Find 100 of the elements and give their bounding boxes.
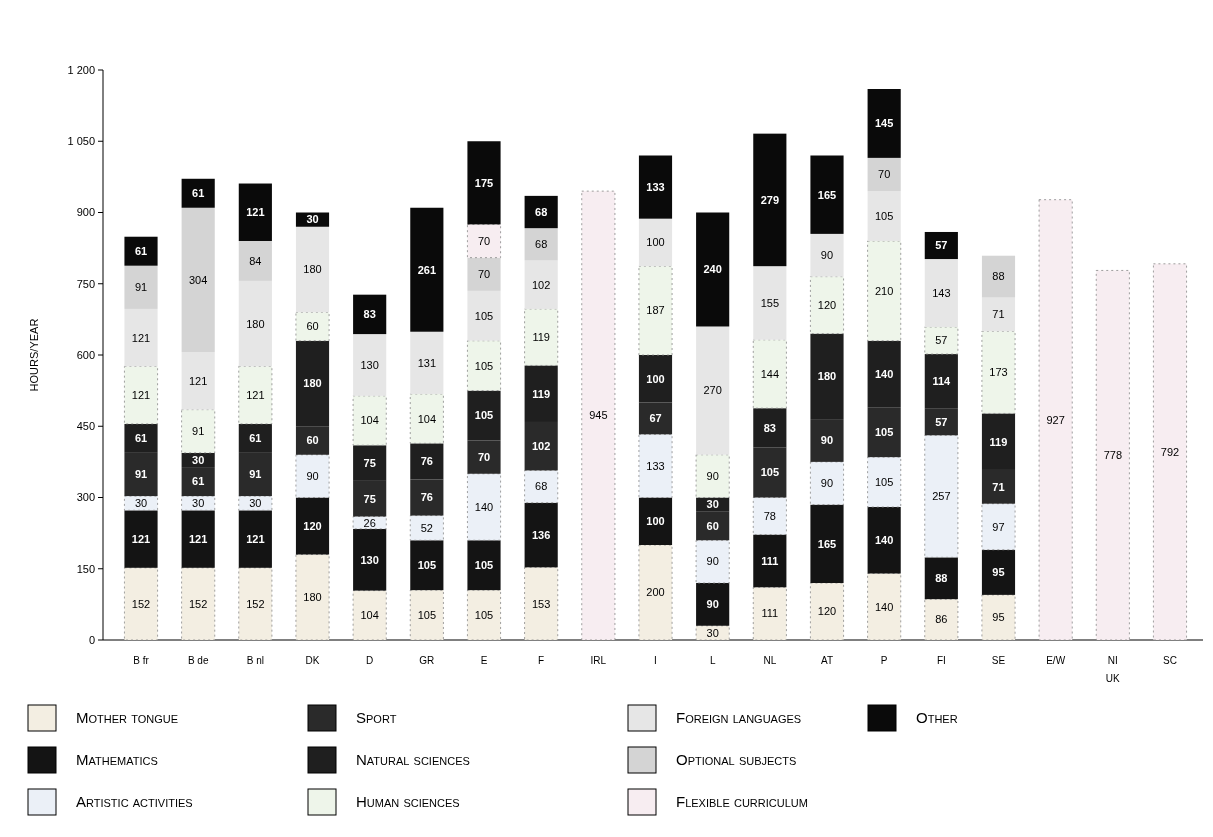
data-label: 111 (761, 607, 779, 620)
data-label: 105 (474, 309, 494, 322)
data-label: 91 (249, 468, 262, 481)
bar (696, 583, 730, 626)
data-label: 105 (874, 426, 894, 439)
data-label: 90 (706, 598, 719, 611)
bar (181, 567, 216, 641)
data-label: 121 (246, 206, 265, 219)
data-label: 88 (935, 572, 948, 585)
x-tick-label: E/W (1046, 655, 1066, 666)
y-tick-label: 600 (76, 348, 95, 361)
x-tick-label: SE (991, 655, 1006, 666)
data-label: 105 (874, 209, 894, 222)
bar (810, 504, 844, 583)
bar (295, 311, 330, 342)
x-tick-label: DK (305, 655, 320, 666)
data-label: 143 (932, 286, 951, 299)
bar (638, 265, 673, 356)
bar (924, 259, 958, 327)
data-label: 75 (363, 456, 376, 469)
x-tick-label: B fr (133, 655, 150, 666)
data-label: 792 (1160, 445, 1180, 458)
y-tick-label: 1 200 (67, 63, 95, 76)
bar (467, 589, 501, 641)
data-label: 121 (131, 532, 151, 545)
data-label: 927 (1046, 413, 1065, 426)
data-label: 95 (992, 611, 1005, 624)
data-label: 165 (817, 537, 837, 550)
bar (696, 326, 730, 455)
data-label: 90 (820, 434, 834, 447)
data-label: 61 (134, 432, 148, 445)
bar (124, 510, 158, 568)
bar (1153, 263, 1187, 641)
bar (238, 183, 272, 241)
bar (638, 433, 673, 498)
data-label: 304 (189, 273, 208, 286)
data-label: 70 (477, 234, 491, 247)
bar (353, 528, 387, 591)
bar (352, 395, 387, 446)
bar (353, 294, 387, 335)
bar (867, 240, 902, 342)
y-tick-label: 1 050 (67, 135, 95, 148)
data-label: 70 (878, 168, 891, 181)
bar (1038, 199, 1073, 641)
data-label: 75 (363, 492, 376, 505)
data-label: 121 (189, 374, 208, 387)
data-label: 102 (531, 440, 551, 453)
bar (981, 255, 1016, 298)
y-tick-label: 900 (76, 206, 95, 219)
data-label: 61 (134, 245, 148, 258)
bar (867, 456, 902, 508)
bar (695, 454, 730, 498)
x-tick-label: NI (1107, 655, 1118, 666)
data-label: 136 (531, 528, 551, 541)
data-label: 71 (992, 480, 1005, 493)
data-label: 105 (417, 608, 437, 621)
bar (753, 266, 787, 340)
bar (524, 195, 558, 229)
bar (295, 226, 330, 313)
y-tick-label: 0 (88, 633, 95, 646)
data-label: 100 (646, 372, 665, 385)
data-label: 120 (817, 298, 837, 311)
data-label: 30 (192, 453, 205, 466)
data-label: 105 (474, 559, 494, 572)
bar (238, 567, 273, 641)
bar (467, 257, 501, 291)
data-label: 97 (992, 520, 1005, 533)
bar (467, 473, 501, 541)
data-label: 261 (417, 263, 437, 276)
data-label: 175 (474, 176, 494, 189)
bar (181, 510, 215, 568)
data-label: 91 (134, 468, 148, 481)
data-label: 78 (763, 509, 776, 522)
bar (238, 241, 272, 281)
data-label: 30 (192, 497, 205, 510)
x-tick-label: GR (419, 655, 435, 666)
data-label: 30 (249, 497, 262, 510)
data-label: 61 (192, 187, 205, 200)
bar (238, 510, 272, 568)
bar (124, 366, 158, 425)
data-label: 119 (532, 331, 550, 344)
bar (124, 236, 158, 266)
bar (981, 549, 1016, 595)
data-label: 120 (817, 605, 837, 618)
bar (581, 190, 616, 641)
data-label: 60 (706, 519, 719, 532)
legend-label: Mathematics (76, 751, 158, 769)
bar (696, 212, 730, 327)
data-label: 131 (417, 356, 437, 369)
bar (638, 544, 673, 641)
bar (409, 589, 444, 641)
data-label: 67 (649, 412, 662, 425)
data-label: 90 (820, 477, 834, 490)
bar (181, 409, 216, 454)
data-label: 52 (420, 521, 433, 534)
data-label: 70 (477, 268, 491, 281)
bar (924, 326, 959, 355)
bar (867, 507, 901, 574)
bar (810, 582, 844, 641)
data-label: 105 (417, 559, 437, 572)
